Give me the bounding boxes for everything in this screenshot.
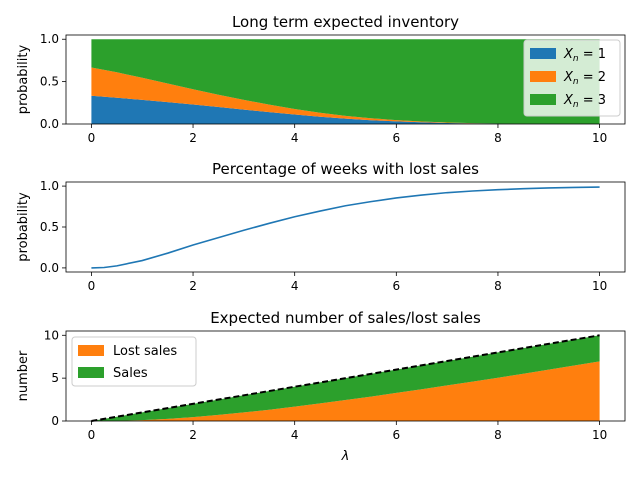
legend: Lost sales Sales: [71, 336, 197, 387]
y-tick-label: 5: [51, 371, 59, 385]
x-tick-label: 4: [291, 131, 299, 145]
chart-1: 0 2 4 6 8 10 0.0 0.5 1.0 Long term expected inven…: [16, 13, 626, 145]
total-dashed-line: [91, 334, 600, 422]
legend-swatch: [78, 367, 104, 378]
legend-swatch: [78, 345, 104, 356]
chart-title: Expected number of sales/lost sales: [210, 309, 481, 327]
axes-frame: [65, 330, 626, 422]
x-tick-label: 6: [392, 131, 400, 145]
y-axis-label: probability: [16, 45, 31, 115]
y-tick-label: 1.0: [40, 179, 59, 193]
area-series-3: [91, 39, 600, 124]
x-tick-label: 8: [494, 131, 502, 145]
x-tick-label: 8: [494, 428, 502, 442]
chart-title: Percentage of weeks with lost sales: [212, 160, 479, 178]
x-tick-label: 0: [88, 131, 96, 145]
y-tick-label: 0: [51, 414, 59, 428]
x-tick-label: 0: [88, 279, 96, 293]
y-axis-label: number: [16, 350, 31, 401]
area-series-2: [91, 67, 600, 124]
x-tick-label: 4: [291, 428, 299, 442]
legend: Xn = 1 Xn = 2 Xn = 3: [523, 39, 621, 117]
x-tick-label: 4: [291, 279, 299, 293]
chart-2: 0 2 4 6 8 10 0.0 0.5 1.0 Percentage of weeks with…: [16, 160, 626, 293]
x-tick-label: 6: [392, 279, 400, 293]
legend-label: Xn = 1: [563, 47, 606, 64]
area-series-1: [91, 361, 600, 421]
area-series-1: [91, 95, 600, 124]
legend-label: Sales: [113, 366, 148, 381]
x-axis-label: λ: [341, 449, 350, 464]
y-tick-label: 0.5: [40, 75, 59, 89]
legend-label: Xn = 2: [563, 70, 606, 87]
x-tick-label: 2: [189, 279, 197, 293]
chart-3: 0 2 4 6 8 10 0 5 10 Expected number of sales/lost…: [16, 309, 626, 464]
x-tick-label: 0: [88, 428, 96, 442]
axes-frame: [65, 34, 626, 125]
legend-swatch: [530, 71, 556, 82]
y-tick-label: 10: [44, 328, 59, 342]
x-tick-label: 2: [189, 428, 197, 442]
x-tick-label: 8: [494, 279, 502, 293]
y-axis-label: probability: [16, 192, 31, 262]
x-tick-label: 2: [189, 131, 197, 145]
line-series-1: [91, 186, 600, 269]
x-tick-label: 10: [592, 428, 607, 442]
legend-swatch: [530, 48, 556, 59]
x-tick-label: 10: [592, 131, 607, 145]
legend-label: Lost sales: [113, 344, 177, 359]
legend-swatch: [530, 94, 556, 105]
y-tick-label: 0.5: [40, 220, 59, 234]
x-tick-label: 6: [392, 428, 400, 442]
y-tick-label: 0.0: [40, 261, 59, 275]
y-tick-label: 1.0: [40, 32, 59, 46]
y-tick-label: 0.0: [40, 117, 59, 131]
chart-title: Long term expected inventory: [232, 13, 459, 31]
x-tick-label: 10: [592, 279, 607, 293]
legend-label: Xn = 3: [563, 93, 606, 110]
